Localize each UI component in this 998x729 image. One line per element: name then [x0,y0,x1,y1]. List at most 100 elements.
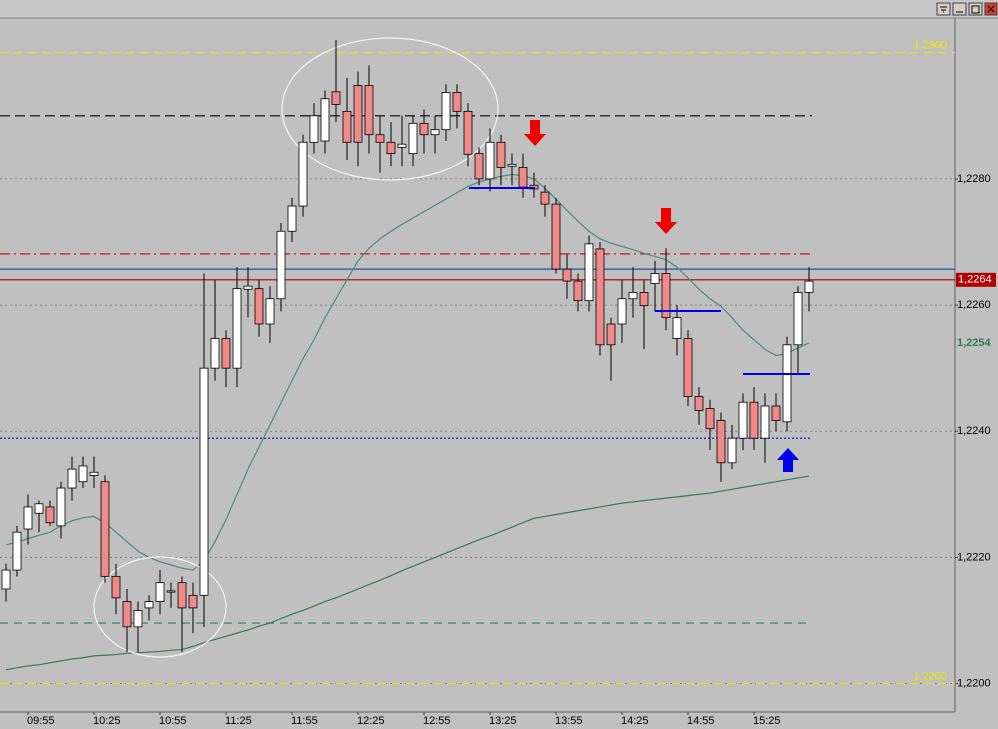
candle-layer [1,40,814,653]
highlight-ellipse [281,37,499,181]
candle-body [232,288,242,369]
annotations [469,120,810,472]
candle-body [474,153,484,180]
button-minimize[interactable] [952,2,967,16]
candle-body [45,506,55,524]
sell-arrow [524,120,546,146]
ma-value-label: 1,2254 [957,337,992,349]
candle-body [89,471,99,476]
candle-body [276,230,286,300]
x-tick-label: 11:25 [225,715,252,727]
candle-body [23,506,33,530]
candle-body [331,91,341,105]
candle-body [12,531,22,571]
candle-body [56,487,66,527]
candle-body [375,134,385,143]
annotations [93,37,499,658]
candle-body [364,85,374,136]
candle-body [133,610,143,628]
candle-body [738,401,748,439]
price-tag [956,272,996,287]
candle-body [177,582,187,609]
candle-body [155,582,165,602]
candle-body [320,98,330,142]
candle-body [298,141,308,207]
level-label: 1,2300 [913,40,947,52]
candle-body [562,268,572,282]
candle-body [144,601,154,609]
candle-body [540,191,550,205]
candle-body [573,280,583,302]
candle-body [397,143,407,148]
candle-body [287,205,297,232]
candle-body [419,122,429,136]
candle-body [265,298,275,325]
candle-body [243,285,253,290]
candle-body [551,203,561,270]
x-tick-label: 13:55 [555,715,583,727]
y-tick-label: 1,2220 [957,551,991,563]
candle-body [100,481,110,577]
window-buttons [936,2,998,16]
candle-body [221,338,231,369]
x-tick-label: 12:25 [357,715,385,727]
level-label: 1,2200 [913,671,947,683]
x-tick-label: 11:55 [291,715,318,727]
candle-body [606,323,616,346]
x-tick-label: 10:25 [93,715,121,727]
candle-body [78,465,88,483]
x-tick-label: 12:55 [423,715,451,727]
candle-body [639,292,649,307]
highlight-ellipse [93,556,227,658]
candle-body [683,338,693,397]
button-menu[interactable] [936,2,951,16]
y-tick-label: 1,2200 [957,678,991,690]
buy-arrow [777,448,799,472]
candle-body [199,367,209,596]
candle-body [507,163,517,167]
x-tick-label: 10:55 [159,715,187,727]
candle-body [628,292,638,300]
candle-body [694,396,704,411]
candle-body [496,141,506,168]
candle-body [485,141,495,180]
candle-body [166,590,176,593]
candle-body [595,248,605,346]
candle-body [518,167,528,188]
candle-body [430,129,440,136]
candle-body [650,273,660,285]
title-bar [0,0,998,18]
candle-body [67,468,77,489]
x-tick-label: 15:25 [753,715,781,727]
candle-body [386,141,396,155]
candle-body [617,298,627,325]
price-tag-label: 1,2264 [958,274,992,286]
candle-body [749,401,759,439]
candle-body [705,408,715,430]
x-tick-label: 13:25 [489,715,517,727]
button-icons [940,5,995,14]
candle-body [463,110,473,155]
y-tick-label: 1,2240 [957,425,991,437]
moving-average [5,173,810,571]
candle-body [353,85,363,143]
x-tick-label: 14:25 [621,715,649,727]
level-layer [0,52,955,685]
candle-body [309,115,319,143]
x-tick-label: 09:55 [27,715,55,727]
candle-body [793,292,803,346]
candle-body [210,338,220,369]
candle-body [254,288,264,325]
candle-body [452,92,462,112]
candle-body [342,110,352,143]
candle-body [408,122,418,155]
candle-body [672,317,682,339]
candle-body [1,569,11,590]
candle-body [441,92,451,131]
candle-body [661,273,671,319]
moving-average [5,475,810,671]
ma-layer [5,173,810,671]
candle-body [760,405,770,439]
